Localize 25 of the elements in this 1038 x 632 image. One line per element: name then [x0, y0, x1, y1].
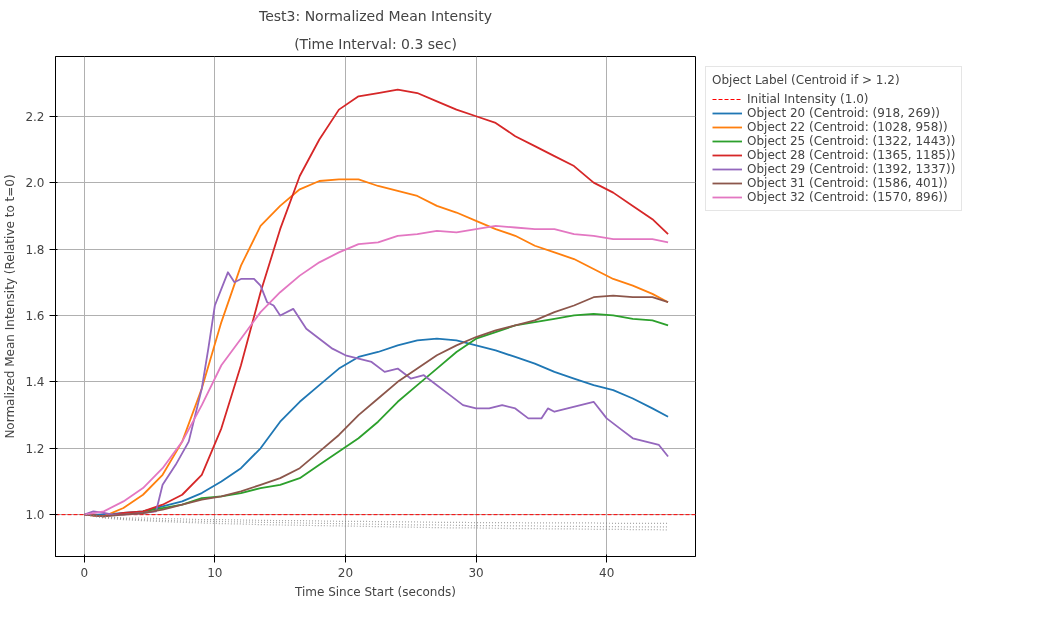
- x-tick-label: 20: [337, 565, 354, 580]
- x-tick-label: 30: [468, 565, 484, 580]
- y-tick-label: 1.4: [25, 375, 45, 390]
- legend-label: Object 20 (Centroid: (918, 269)): [747, 106, 941, 120]
- legend-label: Object 29 (Centroid: (1392, 1337)): [747, 162, 956, 176]
- y-tick-label: 2.2: [25, 109, 45, 124]
- y-tick-label: 1.6: [25, 308, 45, 323]
- y-tick-label: 1.0: [25, 508, 45, 523]
- legend-title: Object Label (Centroid if > 1.2): [712, 73, 901, 87]
- x-tick-label: 0: [80, 565, 89, 580]
- y-tick-label: 2.0: [25, 176, 45, 191]
- legend-label: Object 32 (Centroid: (1570, 896)): [747, 190, 948, 204]
- x-tick-label: 40: [599, 565, 615, 580]
- y-tick-label: 1.8: [25, 242, 45, 257]
- chart-title: Test3: Normalized Mean Intensity: [257, 7, 493, 24]
- x-tick-label: 10: [207, 565, 223, 580]
- y-tick-label: 1.2: [25, 441, 45, 456]
- legend-label: Object 25 (Centroid: (1322, 1443)): [747, 134, 956, 148]
- legend-label: Object 31 (Centroid: (1586, 401)): [747, 176, 948, 190]
- legend-label: Object 22 (Centroid: (1028, 958)): [747, 120, 948, 134]
- legend-label: Object 28 (Centroid: (1365, 1185)): [747, 148, 956, 162]
- legend-label: Initial Intensity (1.0): [747, 92, 869, 106]
- y-axis-title: Normalized Mean Intensity (Relative to t=0): [3, 174, 18, 439]
- chart-subtitle: (Time Interval: 0.3 sec): [294, 35, 457, 52]
- x-axis-title: Time Since Start (seconds): [293, 584, 457, 599]
